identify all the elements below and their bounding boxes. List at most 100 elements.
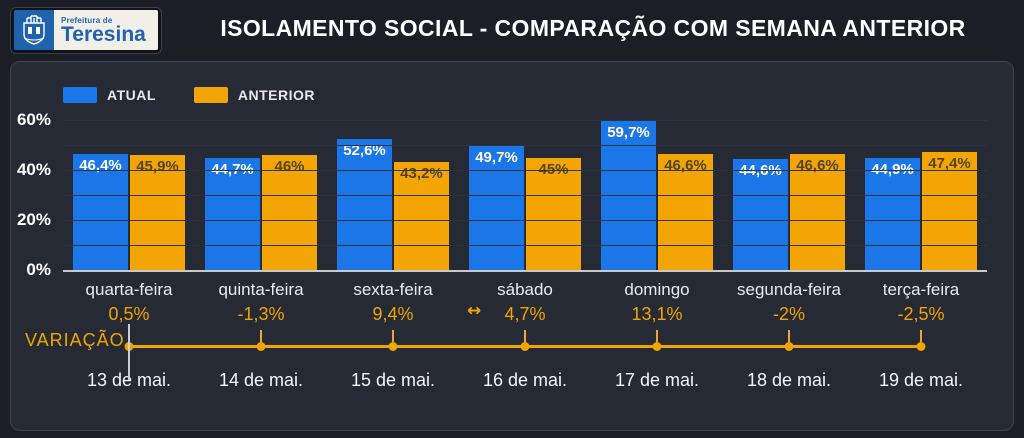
bar-atual: 44,7% bbox=[205, 158, 260, 270]
variation-value: 0,5% bbox=[108, 304, 150, 324]
variation-value: -2% bbox=[772, 304, 805, 324]
date-label: 17 de mai. bbox=[614, 370, 700, 390]
variation-point bbox=[784, 342, 794, 351]
date-label: 14 de mai. bbox=[218, 370, 304, 390]
bar-anterior: 45% bbox=[526, 157, 581, 270]
bar-value-label: 49,7% bbox=[475, 148, 518, 166]
logo-text: Prefeitura de Teresina bbox=[54, 10, 158, 50]
date-label: 16 de mai. bbox=[482, 370, 568, 390]
day-label: quarta-feira bbox=[85, 280, 173, 299]
variation-title: VARIAÇÃO bbox=[25, 330, 125, 350]
chart-panel: ATUAL ANTERIOR 60% 40% 20% 0% 46,4% 45,9% 44,7… bbox=[10, 61, 1014, 431]
bar-anterior: 46,6% bbox=[658, 153, 713, 270]
variation-tick bbox=[920, 330, 922, 342]
logo-top-text: Prefeitura de bbox=[61, 15, 113, 25]
day-label: sábado bbox=[497, 280, 553, 299]
bar-anterior: 46% bbox=[262, 155, 317, 270]
date-label: 19 de mai. bbox=[878, 370, 964, 390]
bar-anterior: 43,2% bbox=[394, 162, 449, 270]
y-tick-label: 60% bbox=[16, 110, 51, 129]
bar-value-label: 43,2% bbox=[400, 165, 443, 182]
bar-anterior: 45,9% bbox=[130, 155, 185, 270]
bar-group: 44,6% 46,6% bbox=[723, 120, 855, 270]
variation-value: 4,7% bbox=[504, 304, 546, 324]
variation-tick bbox=[656, 330, 658, 342]
bar-value-label: 45% bbox=[538, 160, 569, 178]
y-tick-label: 0% bbox=[26, 260, 51, 279]
logo-name: Teresina bbox=[61, 22, 146, 46]
variation-point bbox=[520, 342, 530, 351]
bar-group: 44,7% 46% bbox=[195, 120, 327, 270]
variation-slot: 0,5% bbox=[63, 304, 195, 380]
page-title: ISOLAMENTO SOCIAL - COMPARAÇÃO COM SEMAN… bbox=[220, 14, 966, 41]
day-label: terça-feira bbox=[882, 280, 960, 299]
bar-value-label: 46% bbox=[274, 158, 305, 175]
variation-value: -1,3% bbox=[237, 304, 285, 324]
variation-slot: -2% bbox=[723, 304, 855, 368]
bar-value-label: 45,9% bbox=[136, 158, 179, 176]
gridline bbox=[63, 220, 987, 221]
variation-slots: 0,5% -1,3% 9,4% 4,7% ↔ 13,1% -2% -2,5% bbox=[63, 301, 987, 380]
bar-value-label: 46,6% bbox=[664, 156, 707, 174]
variation-slot: -1,3% bbox=[195, 304, 327, 368]
legend: ATUAL ANTERIOR bbox=[63, 86, 1013, 104]
bar-pair: 44,9% 47,4% bbox=[865, 120, 977, 270]
bar-pair: 44,7% 46% bbox=[205, 120, 317, 270]
variation-point bbox=[388, 342, 398, 351]
day-label: quinta-feira bbox=[218, 280, 304, 299]
legend-item-atual: ATUAL bbox=[63, 87, 156, 103]
variation-value: -2,5% bbox=[897, 304, 945, 324]
variation-band: VARIAÇÃO 0,5% -1,3% 9,4% 4,7% ↔ 13,1% -2% -2,5% bbox=[25, 301, 987, 380]
bar-atual: 46,4% bbox=[73, 154, 128, 270]
gridline bbox=[63, 195, 987, 196]
plot-area: 60% 40% 20% 0% 46,4% 45,9% 44,7% 46% 52,6% 43,2%… bbox=[17, 110, 987, 279]
bar-group: 44,9% 47,4% bbox=[855, 120, 987, 270]
gridline bbox=[63, 245, 987, 246]
day-label: sexta-feira bbox=[353, 280, 433, 299]
header: Prefeitura de Teresina ISOLAMENTO SOCIAL… bbox=[0, 0, 1024, 60]
variation-slot: 4,7% ↔ bbox=[459, 301, 591, 368]
double-arrow-icon: ↔ bbox=[467, 301, 482, 321]
plot-wrap: 60% 40% 20% 0% 46,4% 45,9% 44,7% 46% 52,6% 43,2%… bbox=[17, 110, 987, 279]
crosshair-line bbox=[128, 324, 130, 380]
variation-value: 9,4% bbox=[372, 304, 414, 324]
variation-tick bbox=[392, 330, 394, 342]
day-label: segunda-feira bbox=[737, 280, 841, 299]
bar-pair: 46,4% 45,9% bbox=[73, 120, 185, 270]
variation-slot: 13,1% bbox=[591, 304, 723, 368]
y-tick-label: 40% bbox=[16, 160, 51, 179]
date-labels: 13 de mai. 14 de mai. 15 de mai. 16 de mai.… bbox=[63, 370, 987, 391]
legend-swatch-icon bbox=[193, 87, 228, 103]
variation-tick bbox=[260, 330, 262, 342]
bar-group: 46,4% 45,9% bbox=[63, 120, 195, 270]
variation-point bbox=[256, 342, 266, 351]
bar-anterior: 46,6% bbox=[790, 153, 845, 270]
variation-point bbox=[652, 342, 662, 351]
legend-item-anterior: ANTERIOR bbox=[193, 87, 315, 103]
gridline bbox=[63, 120, 987, 121]
bar-value-label: 44,7% bbox=[211, 161, 254, 179]
y-tick-label: 20% bbox=[16, 210, 51, 229]
bar-atual: 52,6% bbox=[337, 138, 392, 270]
bar-value-label: 46,6% bbox=[796, 156, 839, 174]
variation-slot: -2,5% bbox=[855, 304, 987, 368]
date-label: 15 de mai. bbox=[350, 370, 436, 390]
variation-value: 13,1% bbox=[631, 304, 683, 324]
legend-label: ATUAL bbox=[107, 87, 156, 103]
teresina-logo: Prefeitura de Teresina bbox=[10, 6, 162, 54]
city-crest-icon bbox=[14, 10, 54, 50]
variation-point bbox=[916, 342, 926, 351]
bar-pair: 49,7% 45% bbox=[469, 120, 581, 270]
bar-value-label: 59,7% bbox=[607, 123, 650, 141]
date-label: 13 de mai. bbox=[86, 370, 172, 390]
bar-group: 49,7% 45% bbox=[459, 120, 591, 270]
variation-slot: 9,4% bbox=[327, 304, 459, 368]
day-label: domingo bbox=[624, 280, 690, 299]
variation-tick bbox=[788, 330, 790, 342]
date-label: 18 de mai. bbox=[746, 370, 832, 390]
legend-swatch-icon bbox=[63, 87, 97, 103]
bar-atual: 49,7% bbox=[469, 145, 524, 270]
variation-tick bbox=[524, 330, 526, 342]
bar-value-label: 47,4% bbox=[928, 154, 971, 172]
bar-value-label: 44,9% bbox=[871, 160, 914, 178]
